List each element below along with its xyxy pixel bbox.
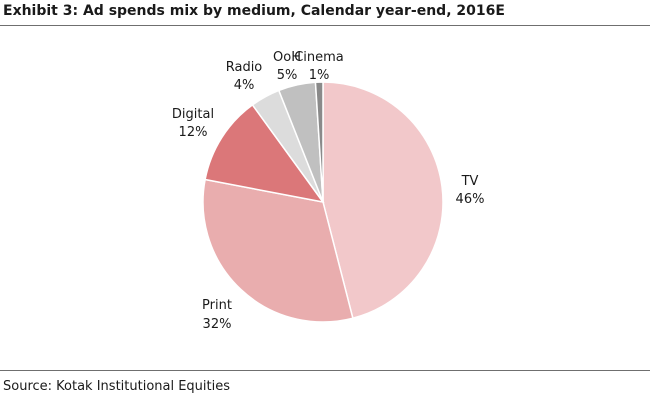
title-divider [0, 25, 650, 26]
slice-label-tv: TV [461, 174, 479, 189]
slice-label-print: Print [202, 298, 232, 313]
pie-slice-tv [322, 81, 444, 320]
pie-slice-print [202, 178, 354, 323]
slice-label-radio: Radio [226, 60, 263, 75]
slice-label-cinema: Cinema [294, 50, 344, 65]
slice-value-digital: 12% [179, 125, 208, 140]
slice-label-ooh: OoH [273, 50, 301, 65]
slice-value-radio: 4% [234, 78, 255, 93]
slice-label-digital: Digital [172, 107, 214, 122]
source-divider [0, 370, 650, 371]
slice-value-ooh: 5% [277, 68, 298, 83]
pie-slice-cinema [314, 81, 324, 203]
slice-value-cinema: 1% [309, 68, 330, 83]
slice-value-print: 32% [203, 317, 232, 332]
slice-value-tv: 46% [456, 192, 485, 207]
chart-title: Exhibit 3: Ad spends mix by medium, Cale… [3, 3, 505, 19]
source-note: Source: Kotak Institutional Equities [3, 379, 231, 394]
pie-slice-digital [204, 103, 325, 204]
